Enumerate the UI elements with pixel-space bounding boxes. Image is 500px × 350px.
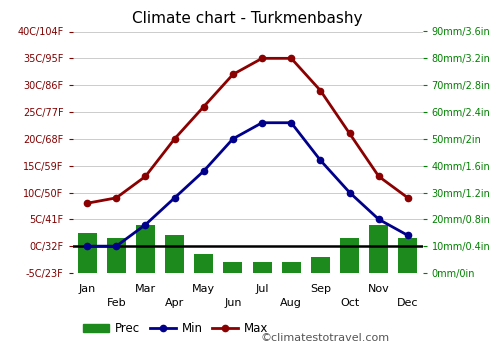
Bar [311,257,330,273]
Bar [194,254,213,273]
Text: Mar: Mar [135,284,156,294]
Bar [370,225,388,273]
Text: Jan: Jan [78,284,96,294]
Bar [252,262,272,273]
Text: Jun: Jun [224,298,242,308]
Bar [224,262,242,273]
Text: Jul: Jul [256,284,269,294]
Text: Oct: Oct [340,298,359,308]
Bar [282,262,300,273]
Bar [78,233,96,273]
Text: Apr: Apr [165,298,184,308]
Bar [136,225,155,273]
Bar [165,236,184,273]
Bar [340,238,359,273]
Bar [107,238,126,273]
Bar [398,238,417,273]
Legend: Prec, Min, Max: Prec, Min, Max [78,317,273,340]
Text: Nov: Nov [368,284,390,294]
Text: Sep: Sep [310,284,331,294]
Text: ©climatestotravel.com: ©climatestotravel.com [260,333,389,343]
Text: Feb: Feb [106,298,126,308]
Text: May: May [192,284,216,294]
Text: Aug: Aug [280,298,302,308]
Title: Climate chart - Turkmenbashy: Climate chart - Turkmenbashy [132,11,363,26]
Text: Dec: Dec [397,298,418,308]
